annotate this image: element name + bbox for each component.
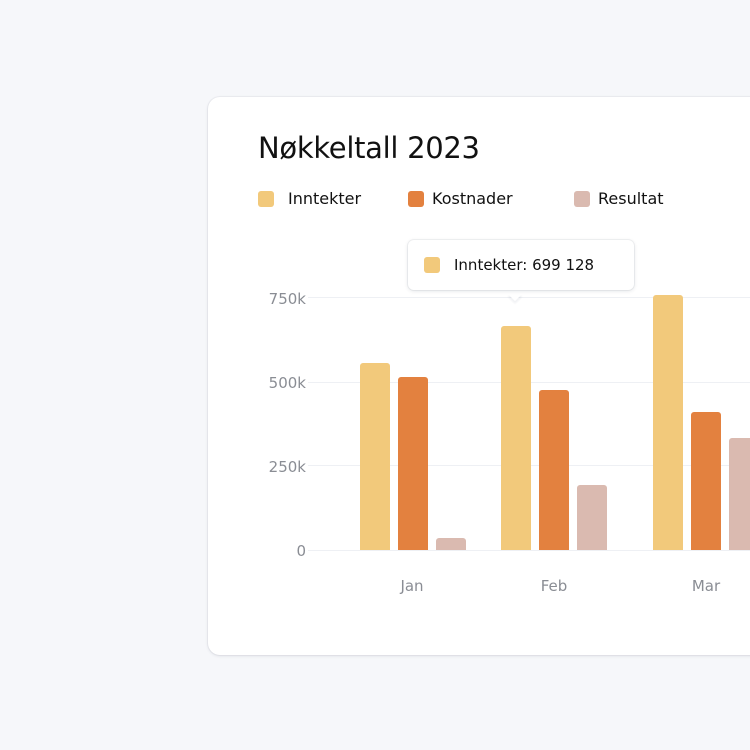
chart-title: Nøkkeltall 2023 (258, 131, 480, 165)
legend-item-inntekter[interactable]: Inntekter (258, 189, 361, 208)
bar-jan-kostnader[interactable] (398, 377, 428, 550)
legend-item-resultat[interactable]: Resultat (574, 189, 664, 208)
y-tick-750k: 750k (268, 290, 306, 308)
x-tick-feb: Feb (540, 577, 568, 595)
tooltip-text: Inntekter: 699 128 (454, 256, 595, 274)
bar-jan-inntekter[interactable] (360, 363, 390, 550)
bar-feb-inntekter[interactable] (501, 326, 531, 550)
legend-swatch-kostnader (408, 190, 424, 207)
y-tick-0: 0 (296, 542, 306, 560)
legend-label: Inntekter (288, 189, 362, 208)
bar-mar-resultat[interactable] (729, 438, 750, 550)
x-tick-mar: Mar (691, 577, 721, 595)
bar-mar-kostnader[interactable] (691, 412, 721, 550)
gridline-750k (308, 297, 750, 298)
legend-label: Resultat (598, 189, 664, 208)
chart-card: Nøkkeltall 2023 Inntekter Kostnader Resu… (208, 97, 750, 655)
legend-label: Kostnader (432, 189, 513, 208)
bar-jan-resultat[interactable] (436, 538, 466, 550)
legend-swatch-resultat (574, 190, 590, 207)
legend-item-kostnader[interactable]: Kostnader (408, 189, 513, 208)
y-tick-250k: 250k (268, 458, 306, 476)
legend-swatch-inntekter (258, 190, 274, 207)
y-tick-500k: 500k (268, 374, 306, 392)
bar-feb-kostnader[interactable] (539, 390, 569, 550)
bar-feb-resultat[interactable] (577, 485, 607, 550)
chart-tooltip: Inntekter: 699 128 (408, 240, 634, 290)
x-tick-jan: Jan (400, 577, 424, 595)
tooltip-swatch (424, 257, 440, 273)
gridline-0 (308, 550, 750, 551)
bar-mar-inntekter[interactable] (653, 295, 683, 550)
